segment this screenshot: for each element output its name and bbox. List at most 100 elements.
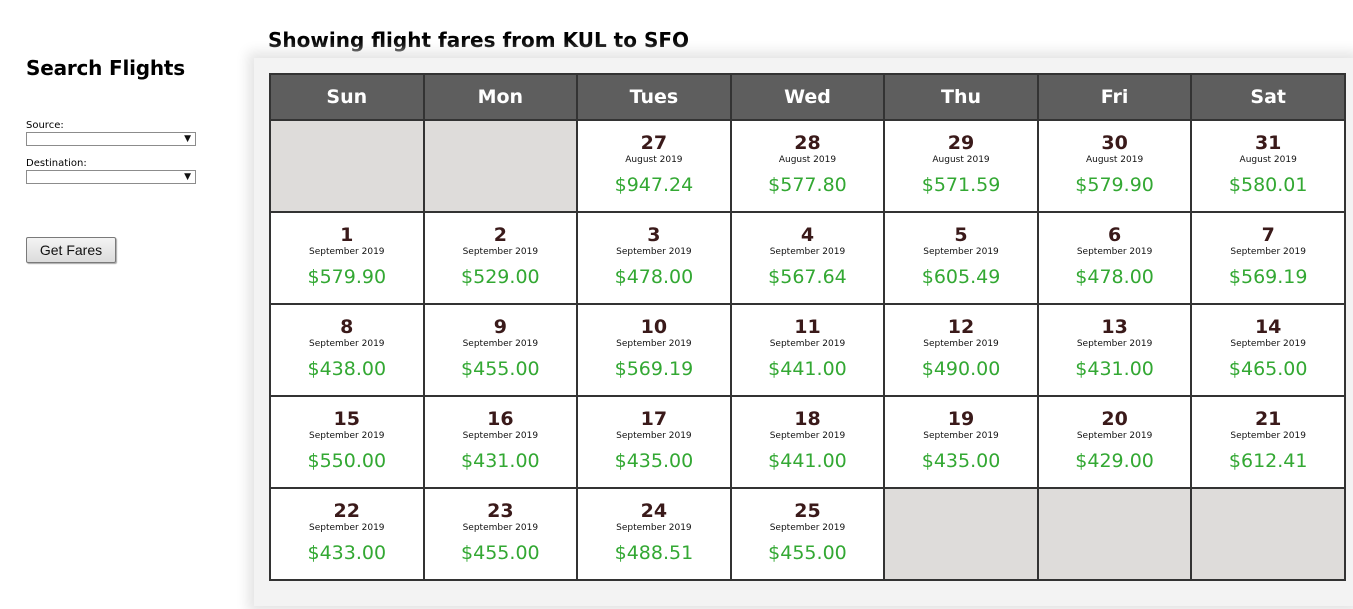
- month-year-label: September 2019: [462, 339, 539, 349]
- day-number: 20: [1101, 408, 1128, 430]
- calendar-week-row: 1 September 2019 $579.90 2 September 2019 $52…: [269, 211, 1346, 305]
- day-number: 1: [340, 224, 354, 246]
- fare-price: $488.51: [614, 542, 694, 564]
- day-number: 23: [487, 500, 514, 522]
- destination-group: Destination: ▼: [26, 158, 226, 184]
- day-number: 10: [640, 316, 668, 338]
- fare-price: $455.00: [768, 542, 847, 564]
- weekday-header: Sun: [269, 73, 425, 121]
- day-cell[interactable]: 4 September 2019 $567.64: [729, 211, 886, 305]
- day-cell[interactable]: 31 August 2019 $580.01: [1190, 119, 1346, 213]
- fare-price: $435.00: [614, 450, 694, 472]
- day-cell[interactable]: 16 September 2019 $431.00: [422, 395, 579, 489]
- day-cell[interactable]: 18 September 2019 $441.00: [729, 395, 886, 489]
- fare-price: $567.64: [768, 266, 847, 288]
- day-cell[interactable]: 28 August 2019 $577.80: [729, 119, 886, 213]
- day-cell[interactable]: 30 August 2019 $579.90: [1036, 119, 1193, 213]
- day-cell[interactable]: 11 September 2019 $441.00: [729, 303, 886, 397]
- day-number: 22: [333, 500, 360, 522]
- source-label: Source:: [26, 120, 64, 131]
- source-select[interactable]: ▼: [26, 132, 196, 146]
- month-year-label: September 2019: [769, 523, 846, 533]
- fare-price: $577.80: [768, 174, 847, 196]
- day-cell[interactable]: 24 September 2019 $488.51: [576, 487, 732, 581]
- day-cell[interactable]: 17 September 2019 $435.00: [576, 395, 732, 489]
- day-cell[interactable]: 15 September 2019 $550.00: [269, 395, 425, 489]
- weekday-header: Sat: [1190, 73, 1346, 121]
- day-number: 17: [640, 408, 668, 430]
- day-cell[interactable]: 3 September 2019 $478.00: [576, 211, 732, 305]
- fare-price: $569.19: [1228, 266, 1308, 288]
- day-cell[interactable]: 25 September 2019 $455.00: [729, 487, 886, 581]
- day-number: 6: [1107, 224, 1122, 246]
- destination-select[interactable]: ▼: [26, 170, 196, 184]
- search-sidebar: Search Flights Source: ▼ Destination: ▼ …: [26, 56, 226, 263]
- day-number: 4: [800, 224, 815, 246]
- day-cell[interactable]: 20 September 2019 $429.00: [1036, 395, 1193, 489]
- month-year-label: September 2019: [462, 247, 539, 257]
- month-year-label: August 2019: [625, 155, 683, 165]
- day-number: 18: [794, 408, 821, 430]
- source-group: Source: ▼: [26, 120, 226, 146]
- day-number: 31: [1254, 132, 1282, 154]
- day-cell[interactable]: 29 August 2019 $571.59: [883, 119, 1039, 213]
- day-cell[interactable]: 13 September 2019 $431.00: [1036, 303, 1193, 397]
- fare-price: $478.00: [614, 266, 694, 288]
- fare-price: $431.00: [1075, 358, 1154, 380]
- calendar-body: 27 August 2019 $947.24 28 August 2019 $577.80…: [269, 119, 1346, 581]
- day-number: 25: [794, 500, 821, 522]
- calendar-week-row: 15 September 2019 $550.00 16 September 2019 $…: [269, 395, 1346, 489]
- month-year-label: September 2019: [769, 247, 846, 257]
- month-year-label: September 2019: [1076, 339, 1153, 349]
- month-year-label: September 2019: [462, 431, 539, 441]
- calendar-week-row: 8 September 2019 $438.00 9 September 2019 $45…: [269, 303, 1346, 397]
- month-year-label: September 2019: [769, 339, 846, 349]
- day-number: 11: [794, 316, 821, 338]
- page-title: Showing flight fares from KUL to SFO: [268, 28, 690, 52]
- fare-price: $441.00: [768, 450, 847, 472]
- month-year-label: September 2019: [1076, 247, 1153, 257]
- month-year-label: September 2019: [1230, 339, 1306, 349]
- day-cell[interactable]: 19 September 2019 $435.00: [883, 395, 1039, 489]
- fare-price: $579.90: [1075, 174, 1154, 196]
- fare-price: $579.90: [307, 266, 387, 288]
- month-year-label: September 2019: [309, 247, 385, 257]
- fare-price: $605.49: [921, 266, 1001, 288]
- empty-day-cell: [422, 119, 579, 213]
- dropdown-arrow-icon: ▼: [184, 172, 191, 182]
- day-number: 30: [1101, 132, 1128, 154]
- day-cell[interactable]: 7 September 2019 $569.19: [1190, 211, 1346, 305]
- day-cell[interactable]: 22 September 2019 $433.00: [269, 487, 425, 581]
- day-number: 8: [340, 316, 354, 338]
- day-number: 13: [1101, 316, 1128, 338]
- fare-price: $441.00: [768, 358, 847, 380]
- month-year-label: September 2019: [309, 523, 385, 533]
- day-cell[interactable]: 8 September 2019 $438.00: [269, 303, 425, 397]
- day-cell[interactable]: 21 September 2019 $612.41: [1190, 395, 1346, 489]
- get-fares-button[interactable]: Get Fares: [26, 237, 116, 263]
- day-number: 5: [954, 224, 968, 246]
- fare-price: $429.00: [1075, 450, 1154, 472]
- month-year-label: September 2019: [1230, 431, 1306, 441]
- day-cell[interactable]: 27 August 2019 $947.24: [576, 119, 732, 213]
- fare-price: $612.41: [1228, 450, 1308, 472]
- day-number: 24: [640, 500, 668, 522]
- fare-calendar: Sun Mon Tues Wed Thu Fri Sat 27 August 2019 $947…: [269, 73, 1346, 581]
- day-cell[interactable]: 2 September 2019 $529.00: [422, 211, 579, 305]
- day-cell[interactable]: 10 September 2019 $569.19: [576, 303, 732, 397]
- day-number: 28: [794, 132, 821, 154]
- month-year-label: September 2019: [769, 431, 846, 441]
- calendar-week-row: 27 August 2019 $947.24 28 August 2019 $577.80…: [269, 119, 1346, 213]
- day-cell[interactable]: 9 September 2019 $455.00: [422, 303, 579, 397]
- day-cell[interactable]: 1 September 2019 $579.90: [269, 211, 425, 305]
- day-cell[interactable]: 14 September 2019 $465.00: [1190, 303, 1346, 397]
- day-cell[interactable]: 12 September 2019 $490.00: [883, 303, 1039, 397]
- day-number: 14: [1254, 316, 1282, 338]
- day-cell[interactable]: 23 September 2019 $455.00: [422, 487, 579, 581]
- day-cell[interactable]: 6 September 2019 $478.00: [1036, 211, 1193, 305]
- weekday-header: Mon: [422, 73, 579, 121]
- day-cell[interactable]: 5 September 2019 $605.49: [883, 211, 1039, 305]
- month-year-label: September 2019: [616, 431, 692, 441]
- fare-price: $571.59: [921, 174, 1001, 196]
- weekday-header: Fri: [1036, 73, 1193, 121]
